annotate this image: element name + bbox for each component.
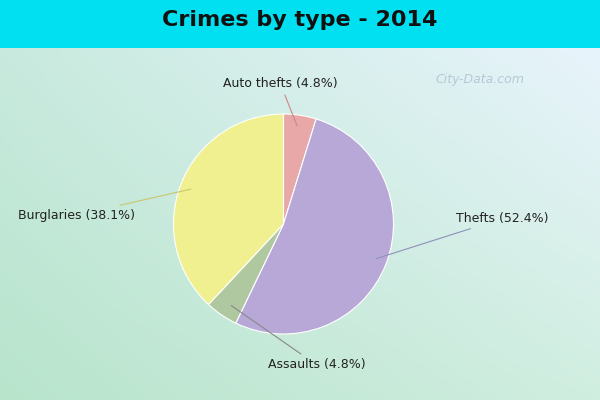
Wedge shape: [173, 114, 284, 304]
Wedge shape: [209, 224, 284, 323]
Text: Burglaries (38.1%): Burglaries (38.1%): [18, 189, 191, 222]
Text: City-Data.com: City-Data.com: [436, 74, 524, 86]
Text: Assaults (4.8%): Assaults (4.8%): [231, 306, 365, 371]
Text: Crimes by type - 2014: Crimes by type - 2014: [163, 10, 437, 30]
Text: Thefts (52.4%): Thefts (52.4%): [376, 212, 549, 259]
Wedge shape: [283, 114, 316, 224]
Wedge shape: [236, 119, 394, 334]
Text: Auto thefts (4.8%): Auto thefts (4.8%): [223, 77, 338, 126]
